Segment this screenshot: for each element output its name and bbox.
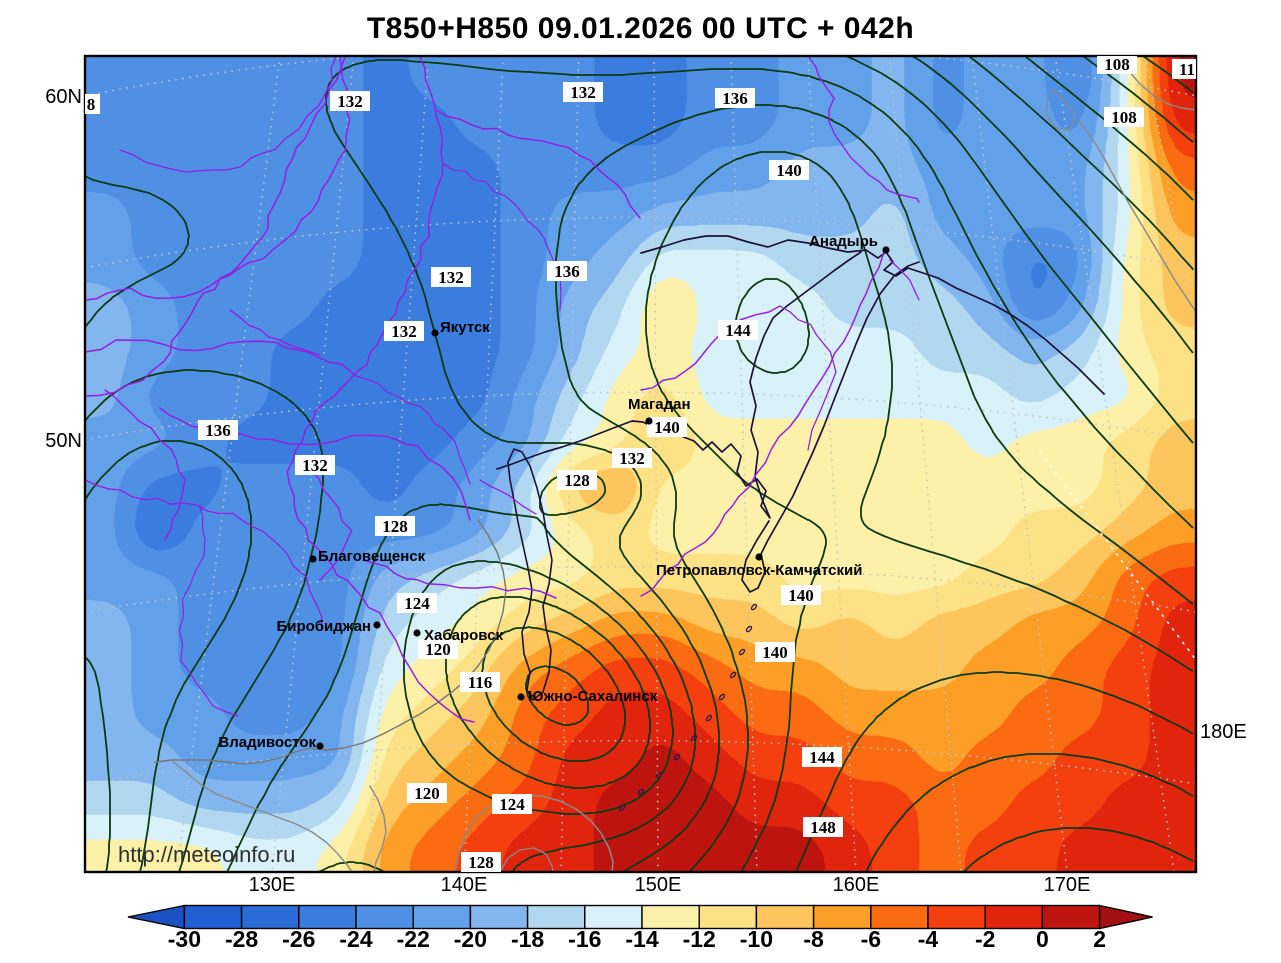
svg-text:0: 0 bbox=[1036, 926, 1049, 952]
svg-text:132: 132 bbox=[337, 92, 363, 111]
svg-text:-2: -2 bbox=[975, 926, 995, 952]
svg-text:-10: -10 bbox=[740, 926, 773, 952]
svg-text:Якутск: Якутск bbox=[440, 319, 490, 336]
svg-text:8: 8 bbox=[87, 95, 96, 114]
svg-text:-20: -20 bbox=[454, 926, 487, 952]
svg-text:150E: 150E bbox=[635, 874, 682, 896]
svg-text:136: 136 bbox=[205, 421, 231, 440]
svg-text:-24: -24 bbox=[339, 926, 372, 952]
svg-text:-8: -8 bbox=[803, 926, 824, 952]
svg-text:140: 140 bbox=[776, 161, 802, 180]
svg-text:Благовещенск: Благовещенск bbox=[318, 548, 426, 565]
svg-text:124: 124 bbox=[404, 594, 430, 613]
svg-text:Анадырь: Анадырь bbox=[809, 233, 878, 250]
svg-text:Южно-Сахалинск: Южно-Сахалинск bbox=[528, 688, 658, 705]
svg-text:-22: -22 bbox=[397, 926, 430, 952]
svg-text:-30: -30 bbox=[168, 926, 201, 952]
svg-text:132: 132 bbox=[438, 268, 464, 287]
svg-text:180E: 180E bbox=[1200, 721, 1247, 743]
svg-text:-26: -26 bbox=[282, 926, 315, 952]
svg-text:-12: -12 bbox=[683, 926, 716, 952]
svg-text:Биробиджан: Биробиджан bbox=[276, 618, 371, 635]
svg-text:136: 136 bbox=[722, 89, 748, 108]
svg-text:140: 140 bbox=[788, 586, 814, 605]
svg-text:140: 140 bbox=[762, 643, 788, 662]
svg-text:120: 120 bbox=[425, 640, 451, 659]
svg-text:140: 140 bbox=[654, 418, 680, 437]
svg-text:132: 132 bbox=[570, 83, 596, 102]
svg-text:2: 2 bbox=[1093, 926, 1106, 952]
svg-text:160E: 160E bbox=[833, 874, 880, 896]
svg-text:148: 148 bbox=[810, 818, 836, 837]
svg-text:50N: 50N bbox=[45, 430, 82, 452]
svg-text:-28: -28 bbox=[225, 926, 258, 952]
svg-text:170E: 170E bbox=[1044, 874, 1091, 896]
svg-text:144: 144 bbox=[725, 321, 751, 340]
svg-text:Магадан: Магадан bbox=[628, 396, 691, 413]
svg-text:132: 132 bbox=[619, 449, 645, 468]
svg-text:128: 128 bbox=[382, 517, 408, 536]
svg-text:128: 128 bbox=[564, 471, 590, 490]
svg-text:140E: 140E bbox=[441, 874, 488, 896]
svg-text:-14: -14 bbox=[625, 926, 658, 952]
svg-text:-6: -6 bbox=[861, 926, 881, 952]
svg-text:116: 116 bbox=[468, 673, 493, 692]
svg-text:128: 128 bbox=[468, 853, 494, 872]
svg-text:132: 132 bbox=[302, 456, 328, 475]
svg-text:132: 132 bbox=[391, 322, 417, 341]
svg-text:60N: 60N bbox=[45, 86, 82, 108]
svg-text:108: 108 bbox=[1111, 108, 1137, 127]
svg-text:144: 144 bbox=[809, 748, 835, 767]
svg-text:130E: 130E bbox=[249, 874, 296, 896]
svg-text:Владивосток: Владивосток bbox=[218, 734, 316, 751]
svg-text:Хабаровск: Хабаровск bbox=[424, 627, 503, 644]
svg-text:Петропавловск-Камчатский: Петропавловск-Камчатский bbox=[656, 562, 862, 579]
svg-text:120: 120 bbox=[414, 784, 440, 803]
svg-text:http://meteoinfo.ru: http://meteoinfo.ru bbox=[118, 842, 295, 867]
svg-text:11: 11 bbox=[1179, 60, 1195, 79]
svg-text:136: 136 bbox=[554, 262, 580, 281]
svg-text:-18: -18 bbox=[511, 926, 544, 952]
svg-text:108: 108 bbox=[1104, 55, 1130, 74]
svg-text:-4: -4 bbox=[918, 926, 939, 952]
svg-text:-16: -16 bbox=[568, 926, 601, 952]
svg-text:124: 124 bbox=[499, 795, 525, 814]
